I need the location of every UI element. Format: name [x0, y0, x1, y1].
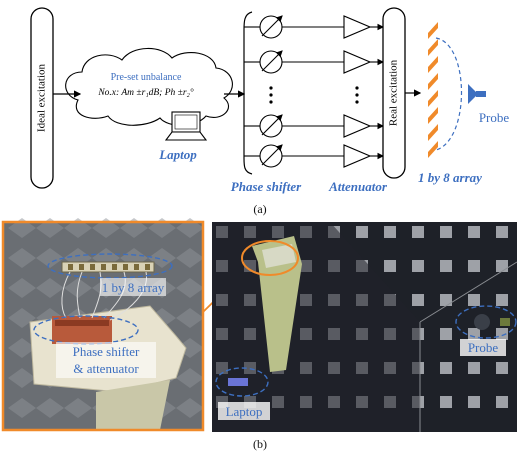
real-excitation-label: Real excitation: [388, 59, 400, 126]
photo-right-chamber: [212, 222, 518, 432]
channel-row: [244, 114, 385, 138]
cloud-title: Pre-set unbalance: [111, 72, 182, 83]
probe-icon: [468, 84, 486, 104]
channel-row: [244, 15, 385, 39]
photo-laptop-label-bg: [218, 402, 270, 420]
ellipsis-dots: [269, 86, 359, 104]
phase-shifter-label: Phase shifter: [231, 179, 302, 194]
phase-shifter-bank: [244, 15, 385, 168]
ideal-excitation-label: Ideal excitation: [36, 63, 48, 132]
array-stripes: [428, 22, 438, 158]
phase-shifter-arrow: [261, 144, 283, 166]
array-label: 1 by 8 array: [418, 170, 482, 185]
photo-left-setup: [1, 218, 205, 432]
array-element: [428, 141, 438, 158]
photo-probe-label-bg: [460, 339, 506, 356]
photo-phase-shifter-label-1: Phase shifter: [73, 344, 140, 359]
attenuator-symbol: [343, 15, 372, 39]
phase-label-bg: [56, 342, 156, 378]
channel-row: [244, 144, 385, 168]
array-element: [428, 39, 438, 56]
array-element: [428, 90, 438, 107]
caption-b: (b): [253, 437, 267, 451]
attenuator-symbol: [343, 114, 372, 138]
array-element: [428, 56, 438, 73]
cloud-formula: No.x: Am ±r₁dB; Ph ±r₂°: [97, 87, 194, 98]
photo-probe-label: Probe: [468, 340, 499, 355]
phase-shifter-arrow: [261, 50, 283, 72]
photo-array-label: 1 by 8 array: [102, 280, 165, 295]
attenuator-symbol: [343, 144, 372, 168]
channel-row: [244, 50, 385, 74]
phase-shifter-arrow: [261, 15, 283, 37]
array-element: [428, 124, 438, 141]
array-elements: [424, 20, 436, 160]
photo-laptop-label: Laptop: [226, 404, 263, 419]
preset-unbalance-cloud: [65, 47, 233, 126]
laptop-icon: [164, 111, 208, 141]
ideal-excitation-block: [30, 7, 54, 189]
array-element: [428, 22, 438, 39]
attenuator-symbol: [343, 50, 372, 74]
radiation-beam-outline: [435, 37, 462, 151]
photo-phase-shifter-label-2: & attenuator: [73, 361, 139, 376]
laptop-label: Laptop: [158, 147, 197, 162]
array-element: [428, 73, 438, 90]
phase-shifter-arrow: [261, 114, 283, 136]
caption-a: (a): [253, 202, 266, 216]
attenuator-label: Attenuator: [328, 179, 388, 194]
bank-bracket: [243, 11, 253, 175]
probe-label: Probe: [479, 110, 510, 125]
array-element: [428, 107, 438, 124]
array-label-bg: [100, 278, 166, 296]
